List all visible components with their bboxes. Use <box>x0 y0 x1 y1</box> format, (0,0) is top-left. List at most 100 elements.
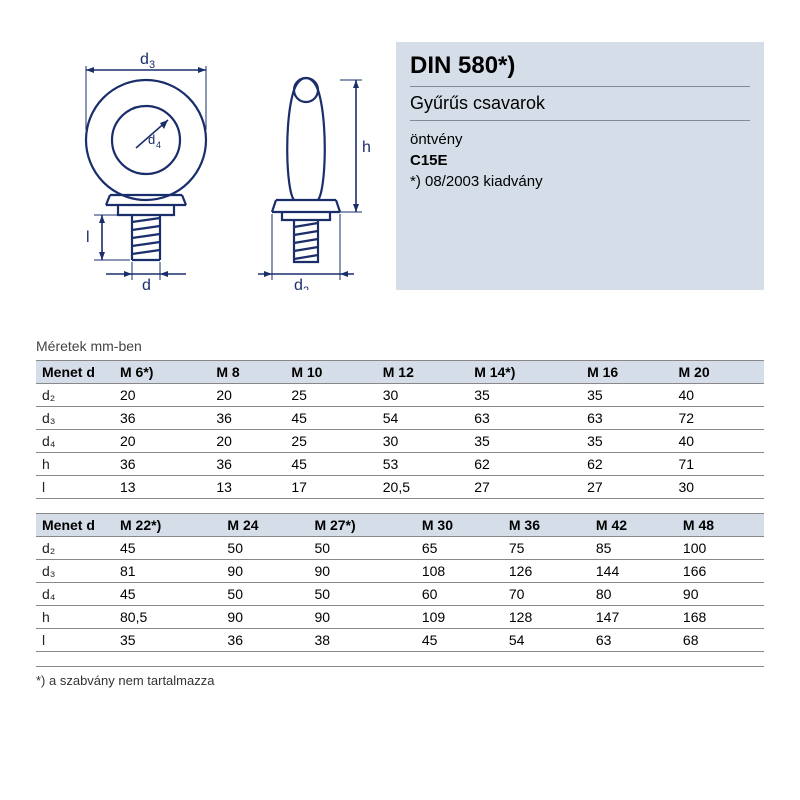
table-cell: 30 <box>377 430 468 453</box>
table-cell: 81 <box>114 560 221 583</box>
table-cell: 54 <box>377 407 468 430</box>
dim-h-label: h <box>362 139 371 156</box>
table-cell: 90 <box>221 606 308 629</box>
table-cell: 17 <box>285 476 376 499</box>
table-cell: 90 <box>308 606 415 629</box>
table-cell: 36 <box>114 407 210 430</box>
table-cell: 62 <box>581 453 672 476</box>
table-cell: 50 <box>308 537 415 560</box>
table-cell: 13 <box>114 476 210 499</box>
spec-body: öntvény C15E *) 08/2003 kiadvány <box>410 129 750 192</box>
table-row: d₂20202530353540 <box>36 384 764 407</box>
table-row: d₃36364554636372 <box>36 407 764 430</box>
table-cell: 35 <box>581 430 672 453</box>
table-cell: 166 <box>677 560 764 583</box>
table-cell: 20 <box>114 384 210 407</box>
table-cell: 45 <box>114 583 221 606</box>
table-cell: 90 <box>308 560 415 583</box>
col-header: M 30 <box>416 514 503 537</box>
col-header: M 24 <box>221 514 308 537</box>
row-label: d₄ <box>36 430 114 453</box>
table-cell: 50 <box>221 537 308 560</box>
table-row: d₂455050657585100 <box>36 537 764 560</box>
table-cell: 109 <box>416 606 503 629</box>
col-header: M 12 <box>377 361 468 384</box>
table-cell: 68 <box>677 629 764 652</box>
table-cell: 54 <box>503 629 590 652</box>
table-cell: 75 <box>503 537 590 560</box>
table-cell: 144 <box>590 560 677 583</box>
dim-l-label: l <box>86 229 90 246</box>
table-cell: 25 <box>285 430 376 453</box>
svg-text:3: 3 <box>149 59 155 71</box>
row-label: d₃ <box>36 407 114 430</box>
table-cell: 128 <box>503 606 590 629</box>
row-label: l <box>36 476 114 499</box>
table-cell: 36 <box>114 453 210 476</box>
table-cell: 30 <box>377 384 468 407</box>
table-cell: 35 <box>581 384 672 407</box>
row-label: d₂ <box>36 384 114 407</box>
table-cell: 85 <box>590 537 677 560</box>
table-cell: 35 <box>114 629 221 652</box>
dimension-table-1: Menet d M 6*) M 8 M 10 M 12 M 14*) M 16 … <box>36 360 764 499</box>
spec-title: DIN 580*) <box>410 52 750 87</box>
svg-text:4: 4 <box>156 140 161 150</box>
table-row: l13131720,5272730 <box>36 476 764 499</box>
table-cell: 20 <box>114 430 210 453</box>
table-cell: 90 <box>221 560 308 583</box>
row-label: d₂ <box>36 537 114 560</box>
col-header: M 48 <box>677 514 764 537</box>
spec-subtitle: Gyűrűs csavarok <box>410 93 750 121</box>
table-row: h36364553626271 <box>36 453 764 476</box>
table-cell: 65 <box>416 537 503 560</box>
table-cell: 13 <box>210 476 285 499</box>
table-cell: 27 <box>581 476 672 499</box>
table-cell: 60 <box>416 583 503 606</box>
col-header: M 8 <box>210 361 285 384</box>
table-cell: 126 <box>503 560 590 583</box>
table-cell: 53 <box>377 453 468 476</box>
table-cell: 147 <box>590 606 677 629</box>
table-cell: 100 <box>677 537 764 560</box>
table-cell: 63 <box>581 407 672 430</box>
spec-material-line1: öntvény <box>410 129 750 150</box>
col-header: M 10 <box>285 361 376 384</box>
col-header: M 27*) <box>308 514 415 537</box>
col-header: M 14*) <box>468 361 581 384</box>
dimension-tables: Méretek mm-ben Menet d M 6*) M 8 M 10 M … <box>0 338 800 688</box>
table-cell: 20,5 <box>377 476 468 499</box>
spec-info-box: DIN 580*) Gyűrűs csavarok öntvény C15E *… <box>396 42 764 290</box>
table-cell: 72 <box>673 407 765 430</box>
row-label: d₃ <box>36 560 114 583</box>
table-cell: 45 <box>285 407 376 430</box>
footnote: *) a szabvány nem tartalmazza <box>36 666 764 688</box>
table-cell: 80,5 <box>114 606 221 629</box>
table-cell: 62 <box>468 453 581 476</box>
table-cell: 90 <box>677 583 764 606</box>
col-header: M 42 <box>590 514 677 537</box>
dim-d-label: d <box>142 277 151 290</box>
table-cell: 38 <box>308 629 415 652</box>
table-row: h80,59090109128147168 <box>36 606 764 629</box>
table-cell: 35 <box>468 384 581 407</box>
dimension-table-2: Menet d M 22*) M 24 M 27*) M 30 M 36 M 4… <box>36 513 764 652</box>
row-label: h <box>36 606 114 629</box>
table-cell: 45 <box>114 537 221 560</box>
table-cell: 36 <box>210 453 285 476</box>
table-cell: 63 <box>590 629 677 652</box>
technical-diagram: d3 d4 l d h d2 <box>36 30 376 290</box>
dim-d2-label: d <box>294 277 303 290</box>
table-cell: 40 <box>673 430 765 453</box>
spec-edition-note: *) 08/2003 kiadvány <box>410 171 750 192</box>
table-row: d₄45505060708090 <box>36 583 764 606</box>
row-header-label: Menet d <box>36 514 114 537</box>
table-cell: 27 <box>468 476 581 499</box>
table-cell: 36 <box>221 629 308 652</box>
table-row: l35363845546368 <box>36 629 764 652</box>
table-cell: 30 <box>673 476 765 499</box>
row-label: h <box>36 453 114 476</box>
table-cell: 50 <box>308 583 415 606</box>
spec-material-line2: C15E <box>410 150 750 171</box>
col-header: M 20 <box>673 361 765 384</box>
